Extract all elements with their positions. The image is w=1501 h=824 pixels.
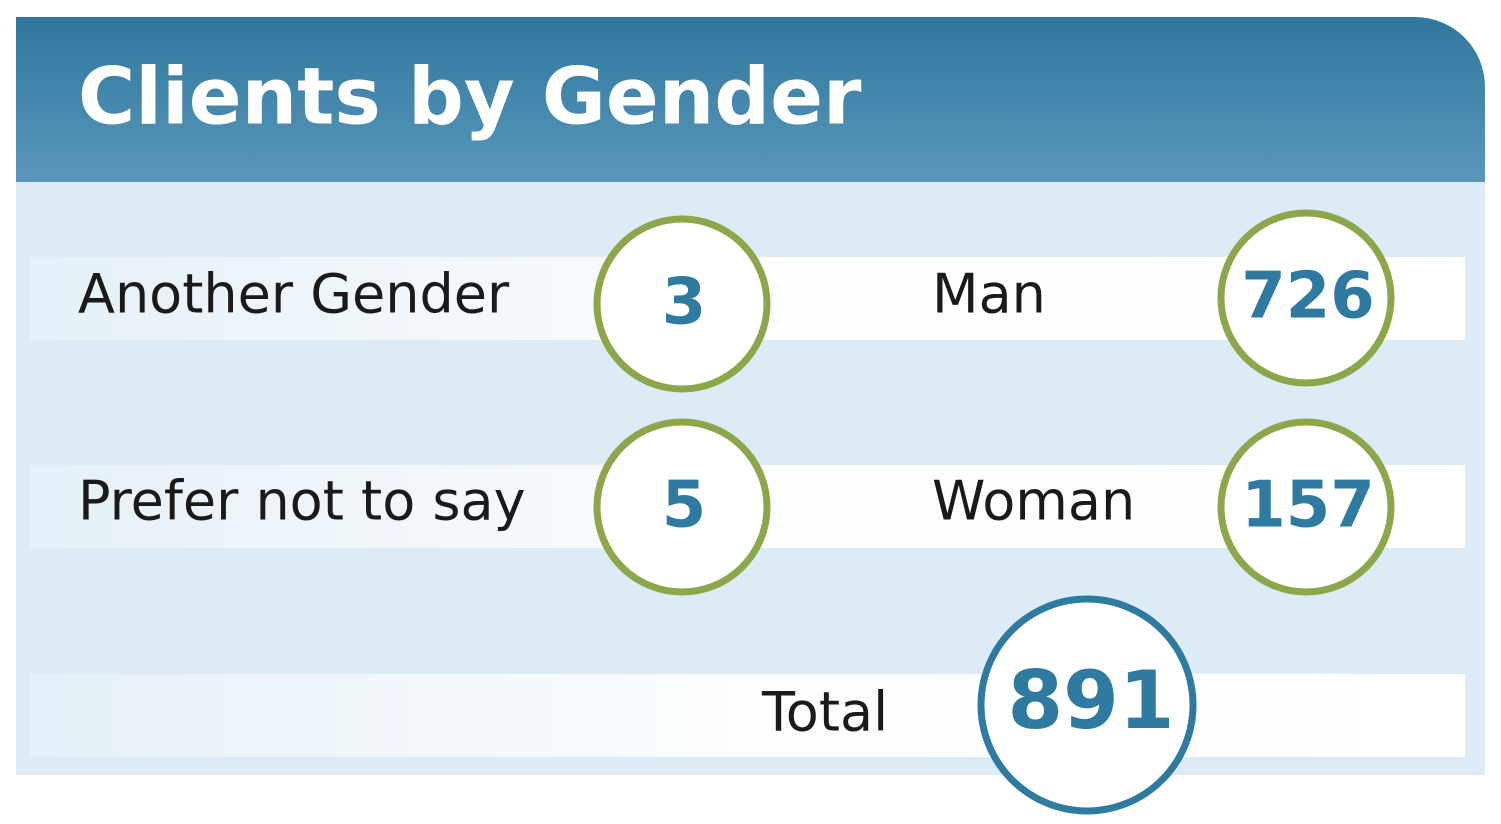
item-label: Woman <box>932 470 1135 533</box>
total-label: Total <box>761 681 888 744</box>
item-value: 3 <box>662 266 707 340</box>
title: Clients by Gender <box>78 52 862 142</box>
total-circle <box>977 595 1197 815</box>
item-value: 5 <box>662 469 707 543</box>
value-circle <box>1217 418 1395 596</box>
panel-header <box>16 17 1485 182</box>
item-label: Man <box>932 263 1046 326</box>
item-value: 726 <box>1241 260 1375 334</box>
item-value: 157 <box>1241 469 1375 543</box>
item-label: Prefer not to say <box>78 470 526 533</box>
value-circle <box>593 418 771 596</box>
value-circle <box>593 215 771 393</box>
total-value: 891 <box>1008 654 1175 747</box>
value-circle <box>1217 209 1395 387</box>
row-band <box>30 674 1465 757</box>
item-label: Another Gender <box>78 263 510 326</box>
